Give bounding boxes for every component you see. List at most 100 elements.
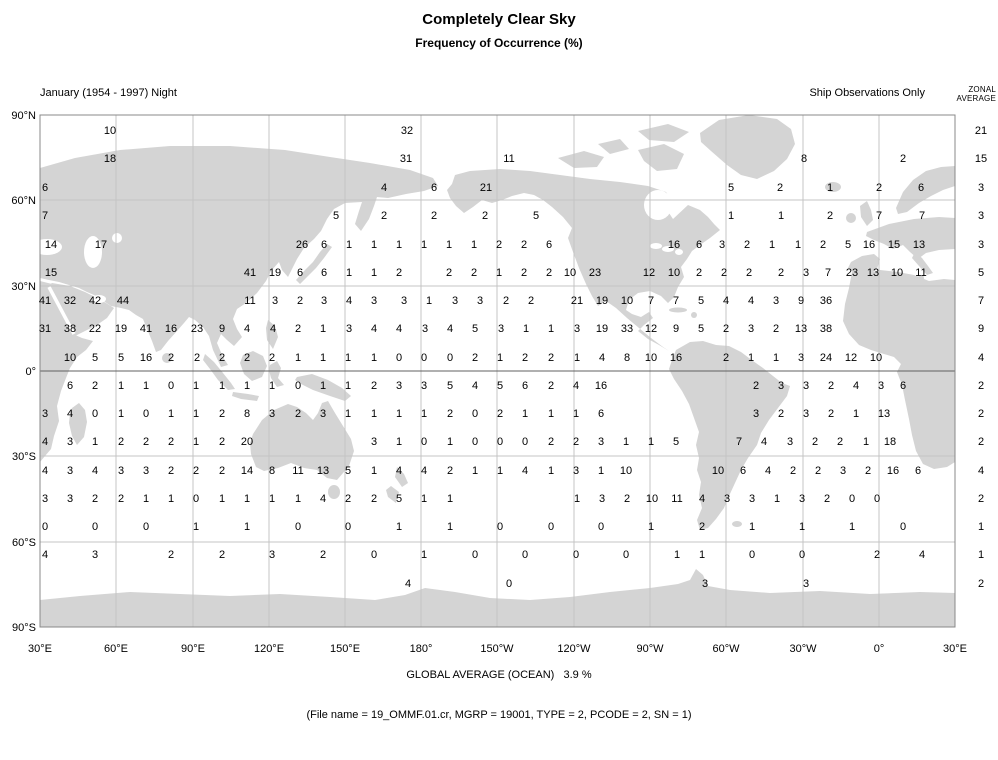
grid-value: 4	[405, 578, 411, 590]
landmass-arctic-island-4	[638, 124, 689, 142]
landmass-arabia	[46, 283, 114, 336]
grid-value: 3	[724, 493, 730, 505]
grid-value: 4	[723, 295, 729, 307]
grid-value: 1	[623, 436, 629, 448]
grid-value: 41	[244, 267, 256, 279]
grid-value: 2	[219, 465, 225, 477]
grid-value: 38	[64, 323, 76, 335]
grid-value: 21	[571, 295, 583, 307]
lon-axis-label: 30°W	[789, 643, 817, 655]
zonal-average-value: 2	[978, 578, 984, 590]
grid-value: 24	[820, 352, 832, 364]
grid-value: 1	[193, 521, 199, 533]
great-lake-2	[662, 246, 674, 252]
grid-value: 38	[820, 323, 832, 335]
landmass-ireland	[846, 213, 856, 223]
grid-value: 5	[698, 295, 704, 307]
grid-value: 12	[645, 323, 657, 335]
grid-value: 4	[371, 323, 377, 335]
grid-value: 11	[503, 153, 514, 165]
grid-value: 1	[371, 408, 377, 420]
grid-value: 4	[522, 465, 528, 477]
grid-value: 1	[648, 521, 654, 533]
landmass-new-zealand-north	[395, 467, 408, 487]
grid-value: 0	[168, 380, 174, 392]
lat-axis-label: 90°S	[12, 622, 36, 634]
grid-value: 4	[919, 549, 925, 561]
grid-value: 1	[827, 182, 833, 194]
grid-value: 2	[497, 408, 503, 420]
grid-value: 1	[472, 465, 478, 477]
grid-value: 3	[798, 352, 804, 364]
landmass-sumatra	[203, 354, 235, 390]
grid-value: 0	[193, 493, 199, 505]
landmass-cuba	[669, 307, 687, 313]
grid-value: 6	[297, 267, 303, 279]
grid-value: 4	[765, 465, 771, 477]
grid-value: 2	[295, 323, 301, 335]
grid-value: 7	[825, 267, 831, 279]
grid-value: 2	[744, 239, 750, 251]
lat-axis-label: 90°N	[11, 110, 36, 122]
grid-value: 26	[296, 239, 308, 251]
grid-value: 3	[702, 578, 708, 590]
grid-value: 5	[673, 436, 679, 448]
grid-value: 2	[721, 267, 727, 279]
grid-value: 0	[598, 521, 604, 533]
grid-value: 13	[878, 408, 890, 420]
grid-value: 3	[67, 493, 73, 505]
grid-value: 3	[272, 295, 278, 307]
grid-value: 11	[915, 267, 926, 279]
grid-value: 8	[624, 352, 630, 364]
grid-value: 2	[168, 352, 174, 364]
grid-value: 2	[503, 295, 509, 307]
grid-value: 4	[92, 465, 98, 477]
grid-value: 0	[143, 408, 149, 420]
grid-value: 1	[496, 267, 502, 279]
grid-value: 5	[345, 465, 351, 477]
grid-value: 0	[345, 521, 351, 533]
grid-value: 2	[118, 493, 124, 505]
grid-value: 5	[92, 352, 98, 364]
grid-value: 3	[320, 408, 326, 420]
zonal-average-value: 15	[975, 153, 987, 165]
lat-axis-label: 30°N	[11, 281, 36, 293]
grid-value: 1	[598, 465, 604, 477]
grid-value: 11	[244, 295, 255, 307]
grid-value: 1	[193, 436, 199, 448]
grid-value: 2	[472, 352, 478, 364]
grid-value: 3	[371, 295, 377, 307]
grid-value: 44	[117, 295, 129, 307]
grid-value: 3	[42, 408, 48, 420]
grid-value: 16	[670, 352, 682, 364]
grid-value: 7	[648, 295, 654, 307]
grid-value: 0	[92, 521, 98, 533]
landmass-arctic-island-1	[558, 151, 604, 168]
grid-value: 6	[598, 408, 604, 420]
grid-value: 18	[104, 153, 116, 165]
grid-value: 5	[447, 380, 453, 392]
period-label: January (1954 - 1997) Night	[40, 87, 177, 99]
grid-value: 23	[191, 323, 203, 335]
zonal-average-value: 3	[978, 239, 984, 251]
zonal-header-line1: ZONAL	[968, 85, 996, 94]
red-sea	[47, 286, 76, 335]
grid-value: 1	[244, 521, 250, 533]
grid-value: 3	[118, 465, 124, 477]
grid-value: 3	[269, 408, 275, 420]
grid-value: 13	[795, 323, 807, 335]
grid-value: 12	[643, 267, 655, 279]
landmass-java	[232, 392, 259, 401]
grid-value: 1	[728, 210, 734, 222]
chart-subtitle: Frequency of Occurrence (%)	[415, 36, 583, 50]
grid-value: 1	[573, 408, 579, 420]
grid-value: 1	[371, 267, 377, 279]
grid-value: 23	[846, 267, 858, 279]
grid-value: 7	[42, 210, 48, 222]
grid-value: 2	[790, 465, 796, 477]
grid-value: 2	[546, 267, 552, 279]
grid-value: 4	[42, 549, 48, 561]
grid-value: 2	[118, 436, 124, 448]
